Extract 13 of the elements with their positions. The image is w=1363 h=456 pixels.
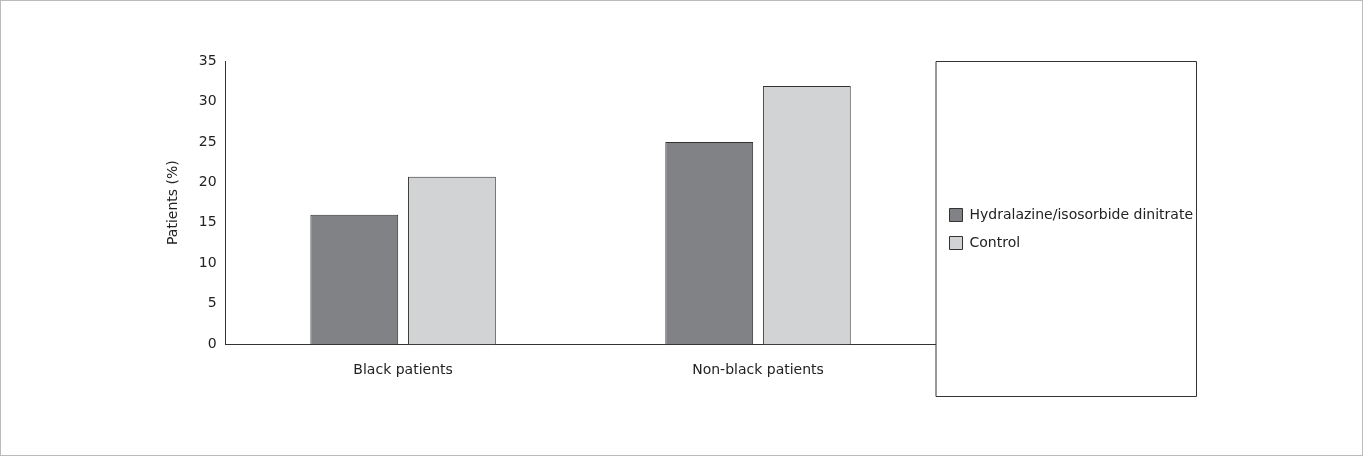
y-tick-label: 5 [207,294,217,311]
y-tick-label: 20 [198,173,217,190]
x-tick-label: Black patients [353,361,453,378]
y-axis-title: Patients (%) [164,160,181,245]
y-tick-label: 10 [198,253,217,270]
legend-label: Hydralazine/isosorbide dinitrate [969,205,1194,222]
y-tick-label: 0 [207,334,217,351]
y-tick-label: 35 [198,51,217,68]
y-tick-label: 30 [198,92,217,109]
y-tick-label: 25 [198,132,217,149]
legend-label: Control [969,233,1021,250]
x-tick-label: Non-black patients [692,361,824,378]
y-tick-label: 15 [198,213,217,230]
